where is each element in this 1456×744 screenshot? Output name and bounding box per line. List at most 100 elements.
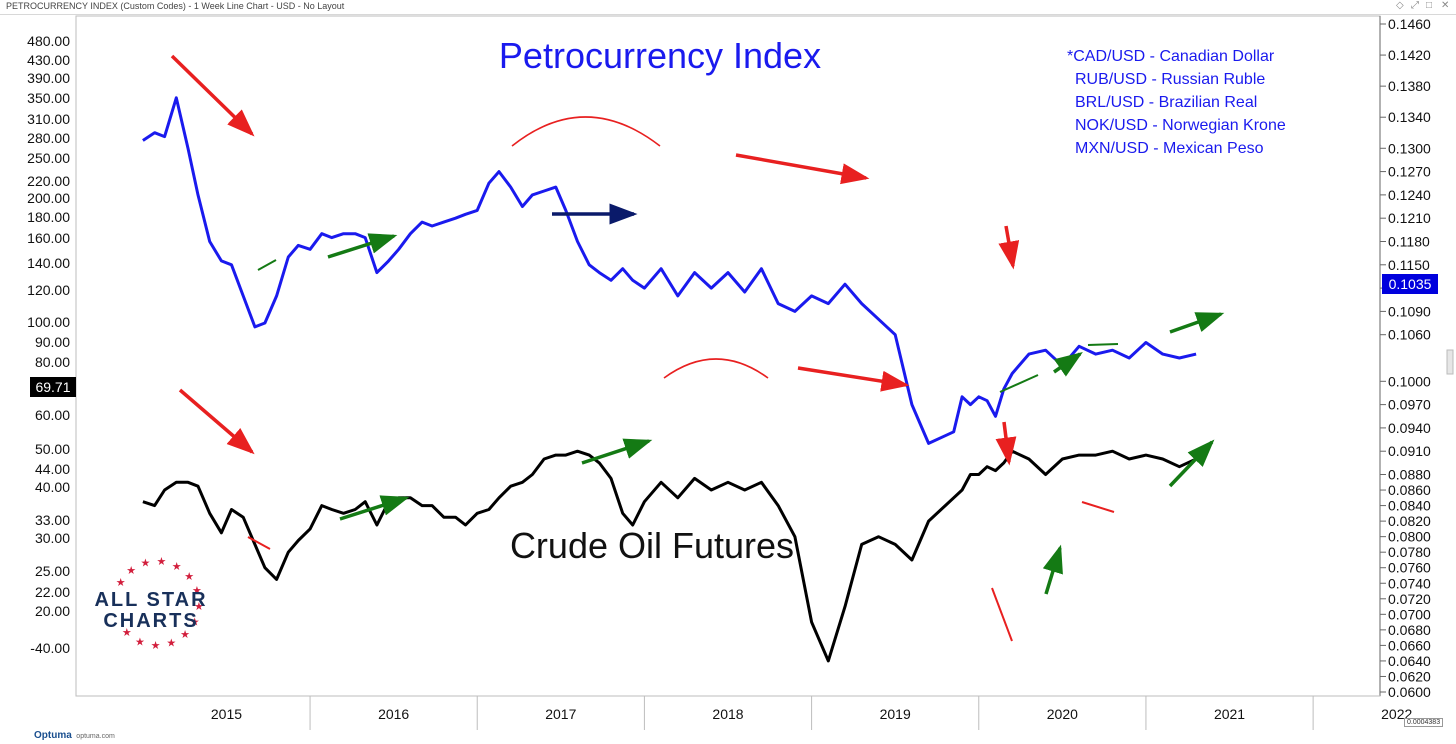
left-tick-label: 50.00 bbox=[35, 441, 70, 457]
x-tick-label: 2017 bbox=[545, 706, 576, 722]
legend-item: RUB/USD - Russian Ruble bbox=[1075, 71, 1265, 88]
series-line bbox=[142, 449, 1197, 663]
x-tick-label: 2016 bbox=[378, 706, 409, 722]
right-tick-label: 0.0880 bbox=[1388, 467, 1431, 483]
series-line bbox=[142, 96, 1197, 445]
left-tick-label: 80.00 bbox=[35, 354, 70, 370]
right-tick-label: 0.0600 bbox=[1388, 684, 1431, 700]
right-tick-label: 0.0620 bbox=[1388, 668, 1431, 684]
right-tick-label: 0.0760 bbox=[1388, 560, 1431, 576]
green-arrow bbox=[1042, 544, 1063, 595]
red-trendline bbox=[1081, 501, 1115, 513]
legend-item: *CAD/USD - Canadian Dollar bbox=[1067, 48, 1275, 65]
left-tick-label: 90.00 bbox=[35, 334, 70, 350]
star-icon: ★ bbox=[151, 640, 161, 652]
right-tick-label: 0.1270 bbox=[1388, 164, 1431, 180]
left-tick-label: 220.00 bbox=[27, 173, 70, 189]
left-tick-label: 160.00 bbox=[27, 230, 70, 246]
x-tick-label: 2015 bbox=[211, 706, 242, 722]
left-tick-label: 100.00 bbox=[27, 314, 70, 330]
zoom-readout[interactable]: 0.0004383 bbox=[1404, 718, 1444, 727]
maximize-icon[interactable]: □ bbox=[1426, 0, 1433, 11]
x-axis: 2015 2016 2017 2018 2019 2020 2021 2022 bbox=[211, 696, 1412, 730]
red-arrow bbox=[998, 225, 1020, 270]
green-arrow bbox=[1053, 352, 1083, 377]
right-tick-label: 0.0780 bbox=[1388, 544, 1431, 560]
right-tick-label: 0.0940 bbox=[1388, 420, 1431, 436]
top-arc-annotation bbox=[511, 116, 661, 147]
red-trendline bbox=[247, 536, 271, 550]
green-arrow bbox=[1168, 439, 1215, 488]
x-tick-label: 2021 bbox=[1214, 706, 1245, 722]
red-trendline bbox=[991, 587, 1013, 642]
right-tick-label: 0.1420 bbox=[1388, 47, 1431, 63]
right-tick-label: 0.0720 bbox=[1388, 591, 1431, 607]
right-tick-label: 0.0970 bbox=[1388, 397, 1431, 413]
red-arrow bbox=[995, 421, 1017, 466]
right-tick-label: 0.1210 bbox=[1388, 210, 1431, 226]
right-tick-label: 0.1060 bbox=[1388, 327, 1431, 343]
right-tick-label: 0.1380 bbox=[1388, 78, 1431, 94]
scroll-handle[interactable] bbox=[1446, 349, 1454, 375]
green-arrow bbox=[1169, 312, 1225, 334]
star-icon: ★ bbox=[184, 571, 194, 583]
x-tick-label: 2018 bbox=[712, 706, 743, 722]
right-tick-label: 0.1340 bbox=[1388, 109, 1431, 125]
left-tick-label: 120.00 bbox=[27, 282, 70, 298]
star-icon: ★ bbox=[116, 577, 126, 589]
expand-icon[interactable]: ⤢ bbox=[1411, 0, 1419, 11]
green-arrow bbox=[327, 233, 398, 259]
star-icon: ★ bbox=[135, 636, 145, 648]
star-icon: ★ bbox=[122, 627, 132, 639]
green-arrow bbox=[339, 495, 410, 521]
plot-frame bbox=[75, 15, 1381, 697]
right-tick-label: 0.1460 bbox=[1388, 16, 1431, 32]
right-tick-label: 0.0820 bbox=[1388, 513, 1431, 529]
left-axis: 480.00 430.00 390.00 350.00 310.00 280.00 250.… bbox=[27, 33, 70, 656]
right-tick-label: 0.1300 bbox=[1388, 140, 1431, 156]
diamond-icon[interactable]: ◇ bbox=[1396, 0, 1404, 11]
chart-title-bottom: Crude Oil Futures bbox=[510, 525, 794, 566]
right-tick-label: 0.0910 bbox=[1388, 443, 1431, 459]
optuma-footer-logo: Optuma optuma.com bbox=[34, 730, 115, 741]
last-value-right-bg bbox=[1382, 274, 1438, 294]
logo-text-line2: CHARTS bbox=[103, 610, 198, 632]
star-icon: ★ bbox=[192, 585, 202, 597]
left-tick-label: 33.00 bbox=[35, 512, 70, 528]
left-tick-label: 25.00 bbox=[35, 563, 70, 579]
star-icon: ★ bbox=[140, 558, 150, 570]
right-tick-label: 0.0740 bbox=[1388, 575, 1431, 591]
right-tick-label: 0.1180 bbox=[1388, 233, 1430, 249]
left-tick-label: 430.00 bbox=[27, 52, 70, 68]
legend-item: BRL/USD - Brazilian Real bbox=[1075, 94, 1257, 111]
x-tick-label: 2019 bbox=[880, 706, 911, 722]
left-tick-label: 310.00 bbox=[27, 111, 70, 127]
window-title: PETROCURRENCY INDEX (Custom Codes) - 1 W… bbox=[6, 1, 345, 11]
green-trendline bbox=[1087, 343, 1119, 346]
star-icon: ★ bbox=[172, 561, 182, 573]
left-tick-label: 22.00 bbox=[35, 584, 70, 600]
left-tick-label: 280.00 bbox=[27, 130, 70, 146]
left-tick-label: 20.00 bbox=[35, 603, 70, 619]
left-tick-label: 44.00 bbox=[35, 461, 70, 477]
close-icon[interactable]: ✕ bbox=[1441, 0, 1450, 11]
left-tick-label: 480.00 bbox=[27, 33, 70, 49]
right-tick-label: 0.1150 bbox=[1388, 257, 1430, 273]
legend-item: MXN/USD - Mexican Peso bbox=[1075, 140, 1264, 157]
green-trendline bbox=[999, 374, 1039, 393]
red-arrow bbox=[170, 54, 255, 137]
logo-text-line1: ALL STAR bbox=[94, 589, 207, 611]
window-titlebar: PETROCURRENCY INDEX (Custom Codes) - 1 W… bbox=[0, 0, 1456, 15]
left-tick-label: -40.00 bbox=[30, 640, 70, 656]
right-tick-label: 0.1090 bbox=[1388, 303, 1431, 319]
left-tick-label: 40.00 bbox=[35, 479, 70, 495]
all-star-charts-logo: ★★★ ★ ★★★★★★★★★★ ALL STAR CHARTS bbox=[94, 556, 207, 652]
star-icon: ★ bbox=[166, 637, 176, 649]
series-layer bbox=[142, 96, 1197, 663]
star-icon: ★ bbox=[194, 601, 204, 613]
left-tick-label: 200.00 bbox=[27, 190, 70, 206]
star-icon: ★ bbox=[180, 629, 190, 641]
green-arrow bbox=[581, 438, 653, 465]
left-tick-label: 390.00 bbox=[27, 70, 70, 86]
